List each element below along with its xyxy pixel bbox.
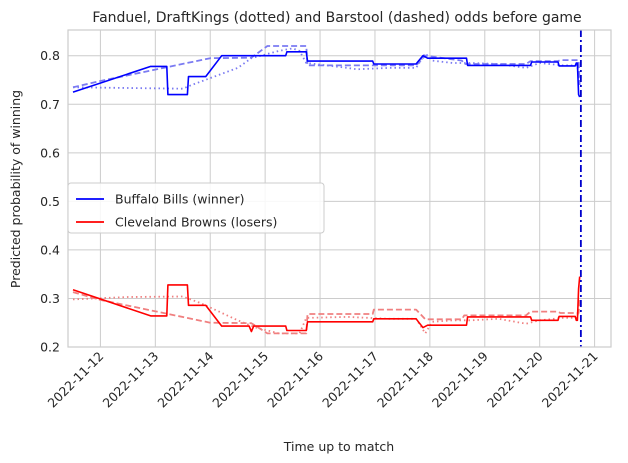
x-tick-label: 2022-11-21 [539, 349, 601, 411]
y-axis-label: Predicted probability of winning [8, 90, 23, 288]
y-tick-label: 0.7 [40, 97, 60, 112]
cleveland-browns-losers-solid-line [72, 276, 581, 333]
x-ticks: 2022-11-122022-11-132022-11-142022-11-15… [45, 348, 601, 410]
x-tick-label: 2022-11-20 [484, 348, 546, 410]
x-tick-label: 2022-11-15 [209, 349, 271, 411]
y-tick-label: 0.4 [40, 242, 60, 257]
x-tick-label: 2022-11-16 [264, 348, 326, 410]
y-tick-label: 0.3 [40, 291, 60, 306]
chart-title: Fanduel, DraftKings (dotted) and Barstoo… [92, 10, 581, 26]
x-tick-label: 2022-11-13 [99, 349, 161, 411]
x-tick-label: 2022-11-14 [154, 348, 216, 410]
y-tick-label: 0.6 [40, 145, 60, 160]
series-layer [72, 45, 581, 335]
series-3-dashed-line [72, 45, 581, 89]
y-tick-label: 0.8 [40, 48, 60, 63]
legend-label: Buffalo Bills (winner) [115, 192, 244, 207]
y-ticks: 0.2 0.3 0.4 0.5 0.6 0.7 0.8 [40, 48, 60, 354]
x-tick-label: 2022-11-12 [45, 349, 107, 411]
x-tick-label: 2022-11-18 [374, 348, 436, 410]
legend-box [67, 182, 325, 234]
buffalo-bills-winner-solid-line [72, 51, 581, 98]
grid [68, 30, 611, 348]
x-tick-label: 2022-11-19 [429, 348, 491, 410]
x-tick-label: 2022-11-17 [319, 349, 381, 411]
series-2-dotted-line [72, 47, 581, 90]
y-tick-label: 0.5 [40, 194, 60, 209]
series-5-dashed-line [72, 291, 581, 335]
legend: Buffalo Bills (winner) Cleveland Browns (… [67, 182, 325, 234]
y-tick-label: 0.2 [40, 340, 60, 355]
x-axis-label: Time up to match [283, 439, 394, 454]
legend-label: Cleveland Browns (losers) [115, 215, 277, 230]
